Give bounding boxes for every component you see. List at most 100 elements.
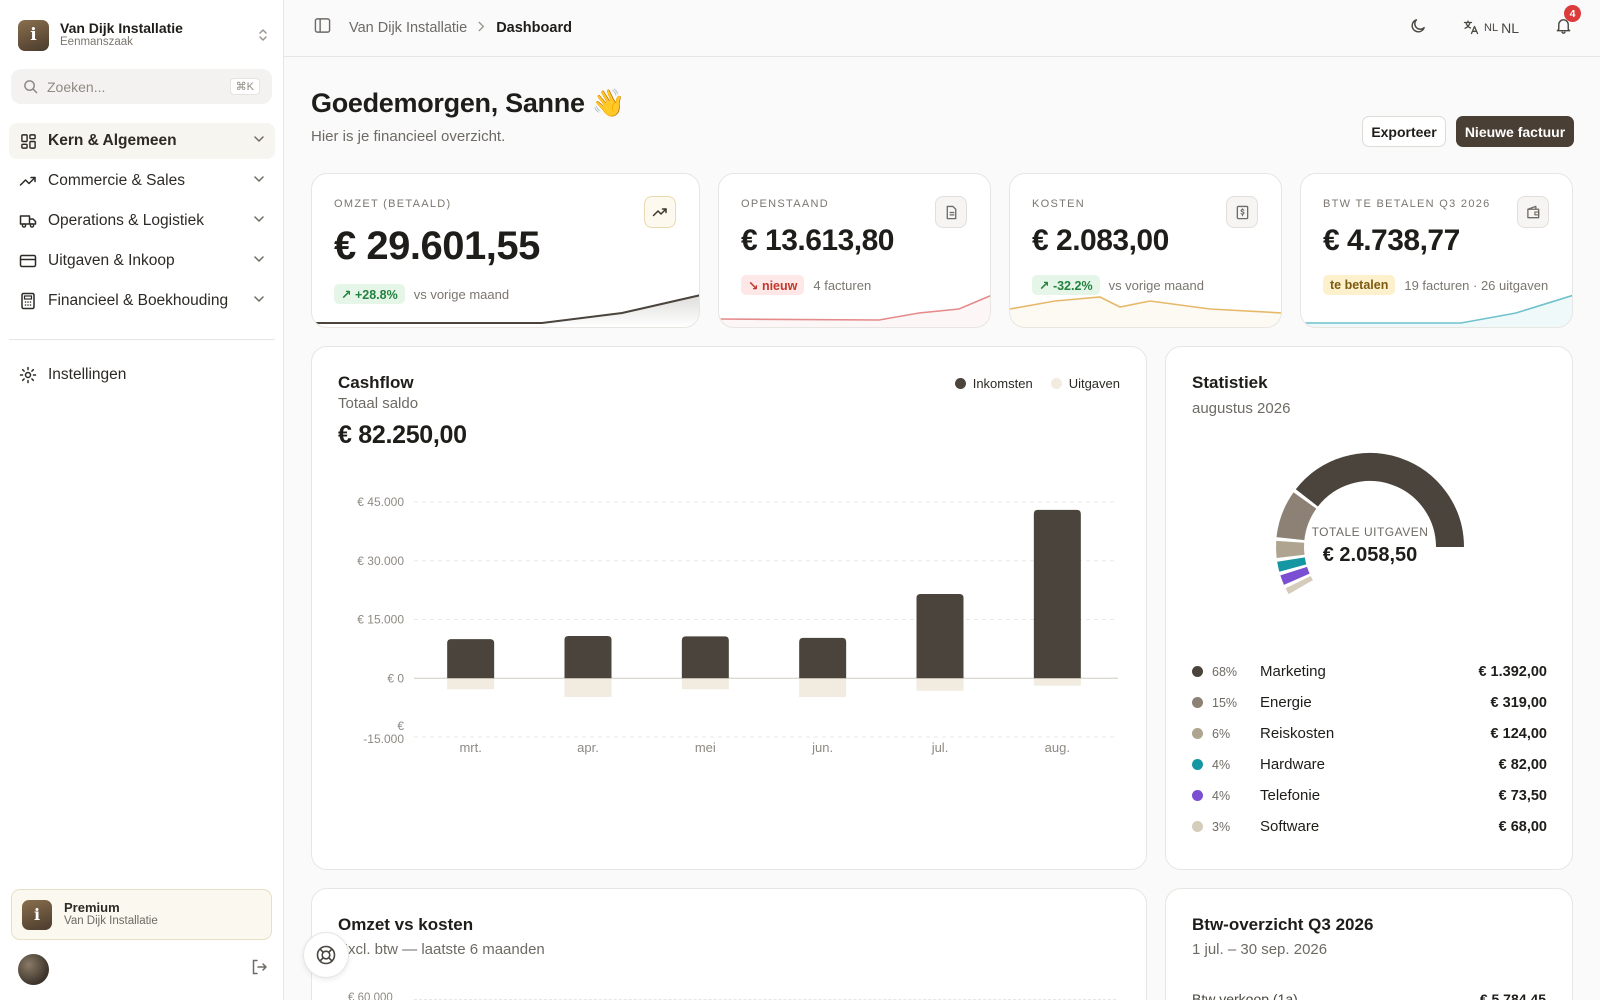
kpi-card-openstaand[interactable]: Openstaand € 13.613,80 ↘ nieuw 4 facture… [718,173,991,328]
card-icon [19,252,37,270]
language-code: NL [1501,20,1519,36]
kpi-card-btw[interactable]: BTW te betalen Q3 2026 € 4.738,77 te bet… [1300,173,1573,328]
plan-title: Premium [64,899,120,915]
stats-pct: 68% [1212,664,1238,679]
donut-segment [1276,540,1305,559]
kpi-label: Omzet (betaald) [334,198,452,210]
stats-amount: € 124,00 [1490,725,1547,742]
cashflow-title: Cashflow [338,373,414,392]
card-title: Omzet vs kosten [338,915,474,934]
avatar[interactable] [18,953,49,985]
stats-name: Telefonie [1260,787,1321,804]
bar-inkomsten [1033,509,1081,679]
stats-name: Energie [1260,694,1312,711]
nav-item-financieel-boekhouding[interactable]: Financieel & Boekhouding [9,283,275,319]
stats-row-software[interactable]: 3% Software € 68,00 [1192,811,1547,842]
x-tick-label: jul. [931,740,949,755]
vat-row-value: € 5.784,45 [1479,991,1546,1000]
truck-icon [19,212,37,230]
bar-inkomsten [447,639,495,679]
legend-item-uitgaven[interactable]: Uitgaven [1050,376,1120,391]
kpi-status-badge: te betalen [1323,275,1396,295]
kpi-value: € 4.738,77 [1323,224,1460,257]
expenses-donut-chart [1276,453,1464,595]
legend-item-inkomsten[interactable]: Inkomsten [954,376,1033,391]
nav-label: Kern & Algemeen [48,132,177,149]
org-switcher[interactable]: i Van Dijk Installatie Eenmanszaak [18,18,268,52]
legend-dot [1192,759,1203,770]
chevron-down-icon [253,292,265,310]
chevron-right-icon [477,20,486,36]
logout-icon[interactable] [250,958,268,981]
stats-pct: 15% [1212,695,1238,710]
donut-center-label: TOTALE UITGAVEN [1311,525,1429,539]
y-tick-label: € 0 [387,671,404,685]
grid-icon [19,132,37,150]
stats-period: augustus 2026 [1192,400,1291,417]
language-switcher[interactable]: NL NL [1463,19,1519,38]
new-invoice-button[interactable]: Nieuwe factuur [1456,116,1574,147]
revenue-vs-costs-card: Omzet vs kosten Excl. btw — laatste 6 ma… [311,888,1147,1000]
nav-label: Uitgaven & Inkoop [48,252,175,269]
chevron-down-icon [253,132,265,150]
nav-item-operations-logistiek[interactable]: Operations & Logistiek [9,203,275,239]
legend-label: Uitgaven [1068,376,1120,391]
nav-item-kern-algemeen[interactable]: Kern & Algemeen [9,123,275,159]
stats-row-hardware[interactable]: 4% Hardware € 82,00 [1192,749,1547,780]
kpi-change-badge: ↗ -32.2% [1032,275,1100,295]
export-button[interactable]: Exporteer [1362,116,1446,147]
x-tick-label: apr. [577,740,599,755]
plan-card[interactable]: i Premium Van Dijk Installatie [11,889,272,940]
stats-row-reiskosten[interactable]: 6% Reiskosten € 124,00 [1192,718,1547,749]
kpi-card-kosten[interactable]: Kosten € 2.083,00 ↗ -32.2% vs vorige maa… [1009,173,1282,328]
legend-dot [1050,378,1062,389]
breadcrumb: Van Dijk Installatie Dashboard [349,20,572,36]
vat-overview-card: Btw-overzicht Q3 2026 1 jul. – 30 sep. 2… [1165,888,1573,1000]
stats-name: Software [1260,818,1320,835]
notification-count-badge: 4 [1564,5,1581,22]
kpi-note: 4 facturen [813,277,872,293]
kpi-value: € 13.613,80 [741,224,894,257]
help-button[interactable] [303,932,349,978]
language-code-small: NL [1484,22,1499,34]
breadcrumb-parent[interactable]: Van Dijk Installatie [349,20,468,36]
stats-row-marketing[interactable]: 68% Marketing € 1.392,00 [1192,656,1547,687]
nav-item-uitgaven-inkoop[interactable]: Uitgaven & Inkoop [9,243,275,279]
plan-org: Van Dijk Installatie [64,915,158,928]
stats-row-telefonie[interactable]: 4% Telefonie € 73,50 [1192,780,1547,811]
sidebar-toggle-icon[interactable] [314,17,331,39]
cashflow-card: Cashflow Totaal saldo € 82.250,00 Inkoms… [311,346,1147,870]
donut-segment [1280,566,1310,585]
stats-amount: € 82,00 [1498,756,1547,773]
kpi-label: Openstaand [741,198,829,210]
moon-icon[interactable] [1410,17,1427,39]
stats-row-energie[interactable]: 15% Energie € 319,00 [1192,687,1547,718]
bell-icon [1556,19,1571,34]
kpi-status-badge: ↘ nieuw [741,275,805,295]
bar-uitgaven [799,678,847,698]
donut-segment [1276,492,1317,541]
nav-item-instellingen[interactable]: Instellingen [9,357,275,393]
stats-pct: 6% [1212,726,1231,741]
main-nav: Kern & Algemeen Commercie & Sales Operat… [9,123,275,323]
x-tick-label: jun. [811,740,833,755]
stats-pct: 4% [1212,757,1231,772]
notifications-button[interactable]: 4 [1555,5,1581,39]
trend-up-icon [19,172,37,190]
y-tick-label: € -15.000 [363,719,404,746]
legend-dot [954,378,966,389]
page-title: Goedemorgen, Sanne 👋 [311,88,626,118]
breadcrumb-current: Dashboard [496,20,572,36]
kpi-sparkline [1301,294,1572,327]
kpi-value: € 29.601,55 [334,224,540,268]
page-subtitle: Hier is je financieel overzicht. [311,128,506,145]
chevron-down-icon [253,212,265,230]
donut-center-value: € 2.058,50 [1322,544,1418,566]
bar-inkomsten [799,637,847,679]
legend-dot [1192,790,1203,801]
chevron-down-icon [253,252,265,270]
x-tick-label: aug. [1045,740,1070,755]
search-input[interactable]: Zoeken... ⌘K [11,69,272,104]
nav-item-commercie-sales[interactable]: Commercie & Sales [9,163,275,199]
kpi-card-omzet[interactable]: Omzet (betaald) € 29.601,55 ↗ +28.8% vs … [311,173,700,328]
